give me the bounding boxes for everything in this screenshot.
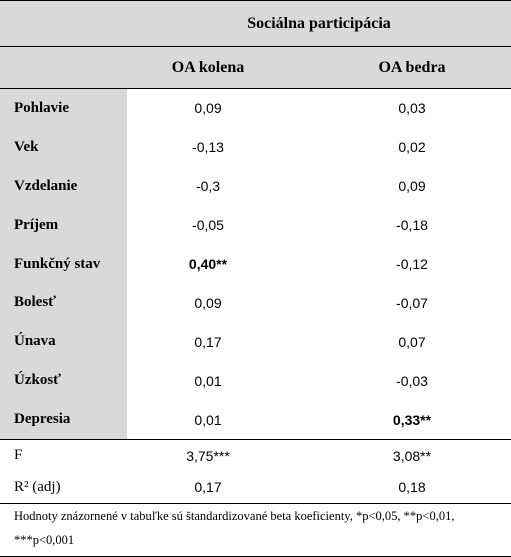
- row-label: Vek: [0, 127, 127, 167]
- row-label: Depresia: [0, 400, 127, 440]
- footnote-row: Hodnoty znázornené v tabuľke sú štandard…: [0, 503, 511, 557]
- cell-value: -0,18: [396, 217, 428, 234]
- row-label: Bolesť: [0, 283, 127, 323]
- stat-row: R² (adj) 0,17 0,18: [0, 471, 511, 505]
- cell-value: 0,03: [398, 100, 426, 117]
- row-label: Funkčný stav: [0, 244, 127, 284]
- cell-value: -0,03: [396, 372, 428, 389]
- stat-row: F 3,75*** 3,08**: [0, 439, 511, 472]
- row-label: Vzdelanie: [0, 166, 127, 206]
- column-header: OA bedra: [289, 46, 511, 89]
- data-row: Príjem -0,05 -0,18: [0, 205, 511, 245]
- stat-label: F: [0, 439, 127, 472]
- cell-value: -0,13: [192, 139, 224, 156]
- column-header-row: OA kolena OA bedra: [0, 46, 511, 89]
- stat-value: 0,18: [289, 471, 511, 505]
- data-row: Depresia 0,01 0,33**: [0, 400, 511, 440]
- cell-value: -0,07: [396, 294, 428, 311]
- table-title: Sociálna participácia: [127, 0, 511, 47]
- cell-value: 0,17: [194, 333, 222, 350]
- cell-value: 0,01: [194, 372, 222, 389]
- cell-value: 0,01: [194, 411, 222, 428]
- column-header: OA kolena: [127, 46, 289, 89]
- data-row: Bolesť 0,09 -0,07: [0, 283, 511, 323]
- stat-value: 3,75***: [127, 439, 289, 472]
- cell-value: -0,05: [192, 217, 224, 234]
- data-row: Vzdelanie -0,3 0,09: [0, 166, 511, 206]
- cell-value: -0,3: [195, 178, 221, 195]
- data-row: Pohlavie 0,09 0,03: [0, 88, 511, 128]
- stat-value: 3,08**: [289, 439, 511, 472]
- data-row: Únava 0,17 0,07: [0, 322, 511, 362]
- cell-value: 0,09: [194, 100, 222, 117]
- row-label: Príjem: [0, 205, 127, 245]
- data-row: Vek -0,13 0,02: [0, 127, 511, 167]
- stat-value: 0,17: [127, 471, 289, 505]
- data-row: Funkčný stav 0,40** -0,12: [0, 244, 511, 284]
- row-label: Únava: [0, 322, 127, 362]
- cell-value: 0,02: [398, 139, 426, 156]
- header-row: Sociálna participácia: [0, 0, 511, 47]
- cell-value: 0,33**: [392, 411, 432, 428]
- cell-value: 0,09: [194, 294, 222, 311]
- row-label: Úzkosť: [0, 361, 127, 401]
- cell-value: 0,07: [398, 333, 426, 350]
- footnote: Hodnoty znázornené v tabuľke sú štandard…: [0, 503, 511, 557]
- cell-value: -0,12: [396, 256, 428, 272]
- cell-value: 0,09: [398, 178, 426, 195]
- data-row: Úzkosť 0,01 -0,03: [0, 361, 511, 401]
- cell-value: 0,40**: [188, 256, 228, 272]
- row-label: Pohlavie: [0, 88, 127, 128]
- stat-label: R² (adj): [0, 471, 127, 505]
